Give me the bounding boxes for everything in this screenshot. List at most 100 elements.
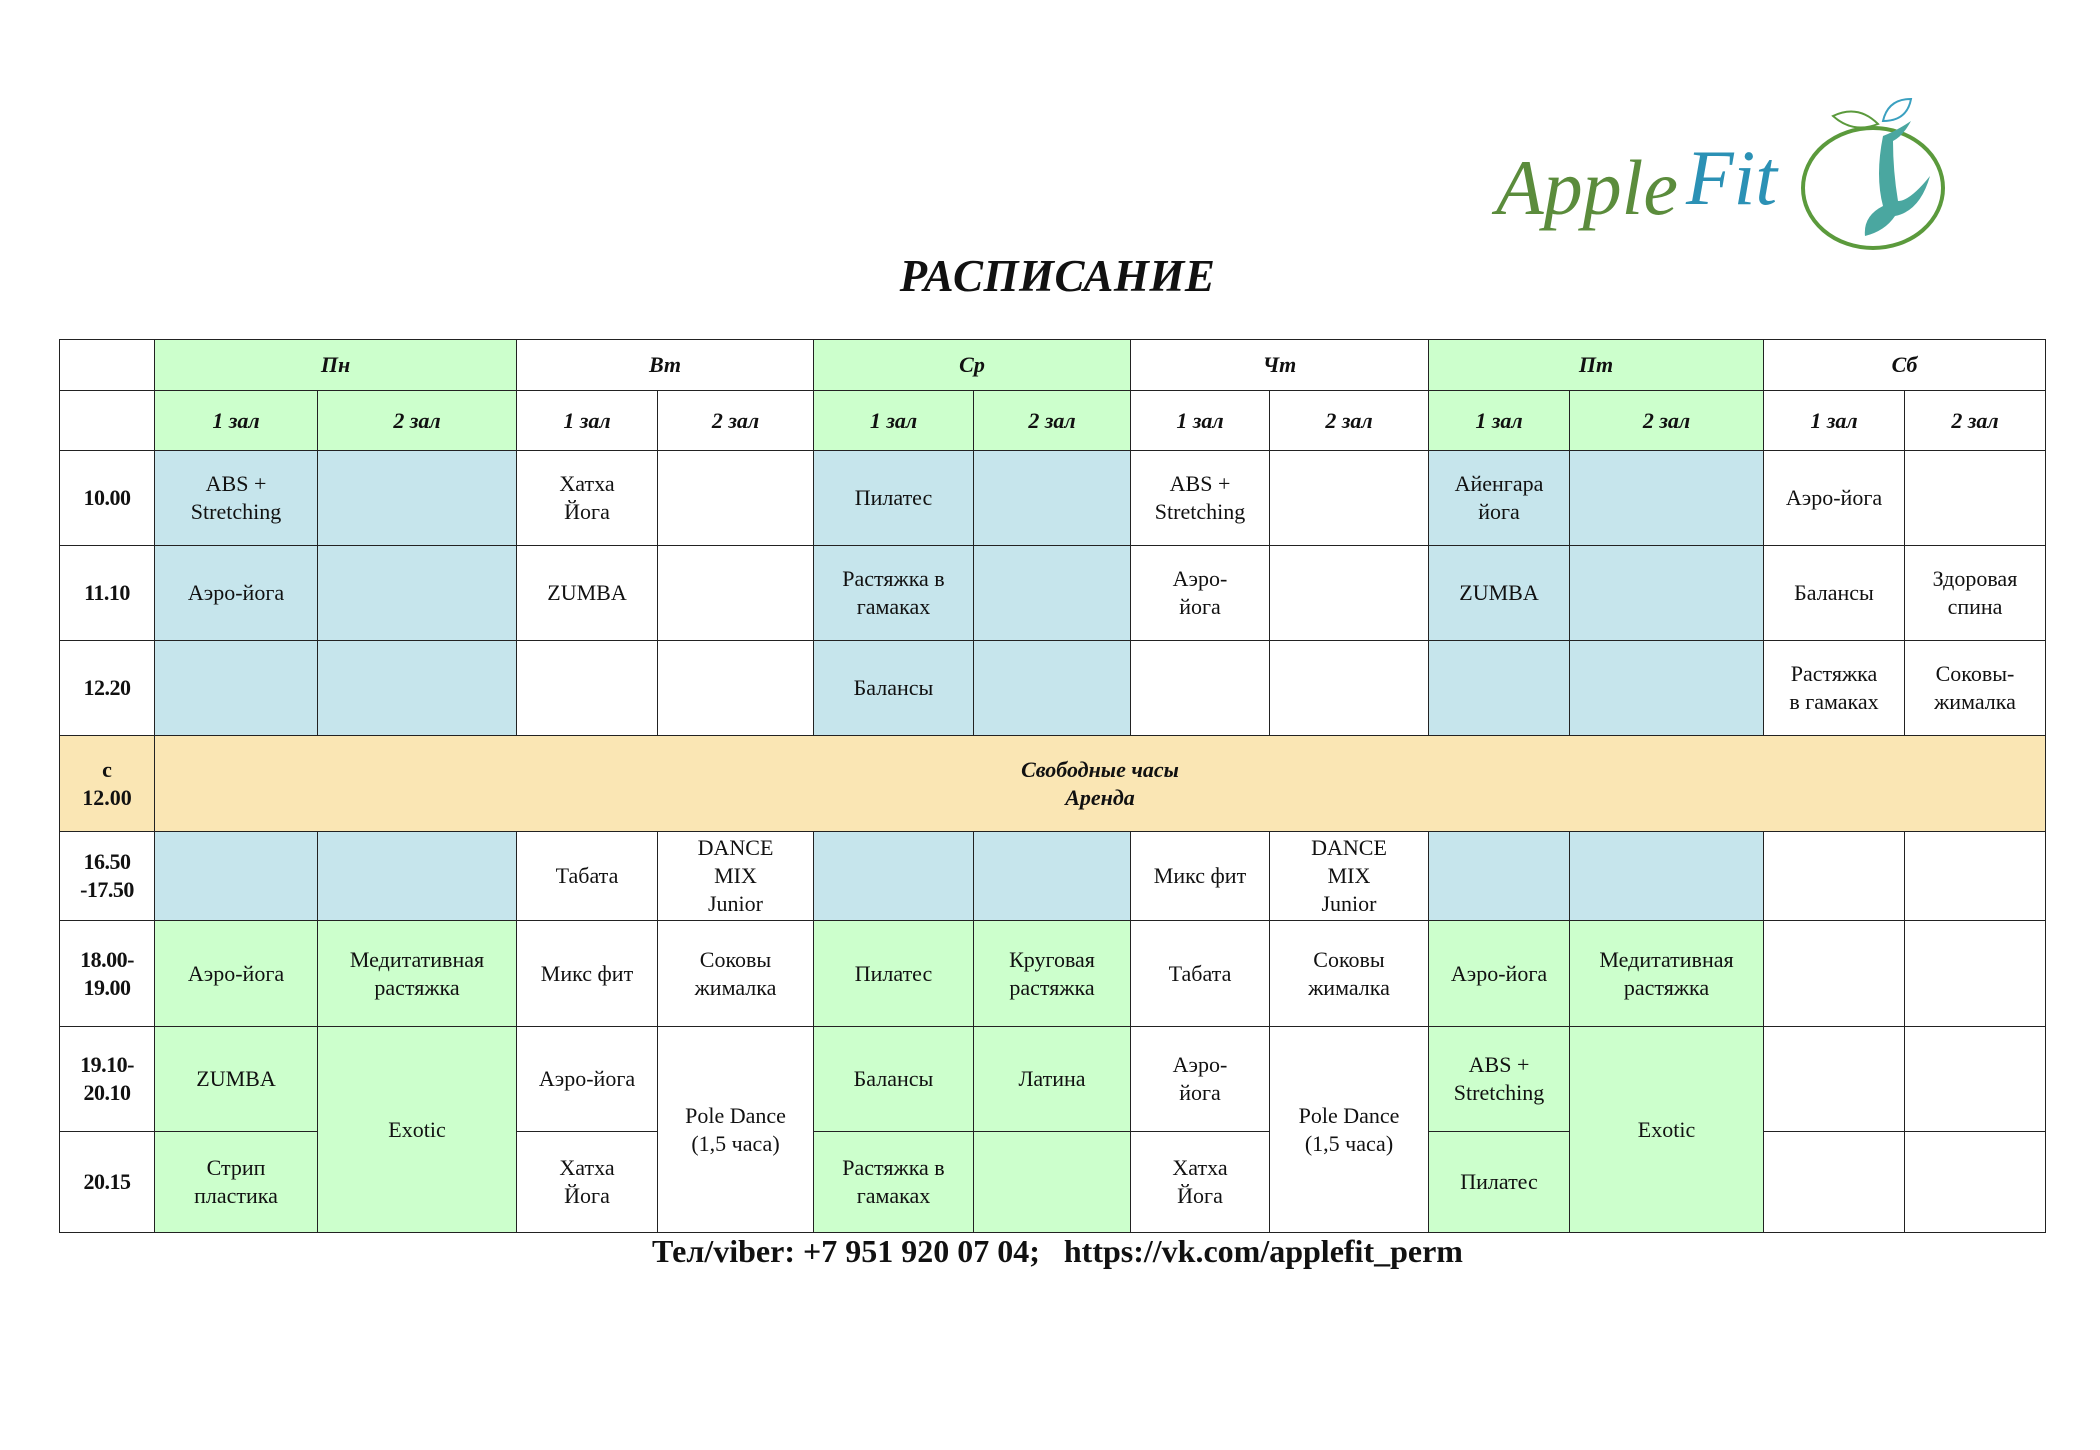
class-cell bbox=[1904, 1131, 2046, 1233]
class-cell bbox=[317, 450, 517, 546]
class-cell bbox=[657, 450, 814, 546]
class-cell: Медитативная растяжка bbox=[317, 920, 517, 1027]
class-cell: Аэро-йога bbox=[154, 545, 318, 641]
hall-header: 2 зал bbox=[1269, 390, 1429, 451]
class-cell bbox=[1569, 831, 1764, 921]
class-cell: Pole Dance (1,5 часа) bbox=[657, 1026, 814, 1233]
class-cell bbox=[1763, 1131, 1905, 1233]
class-cell: Круговая растяжка bbox=[973, 920, 1131, 1027]
svg-text:Fit: Fit bbox=[1685, 134, 1779, 221]
class-cell: Пилатес bbox=[813, 920, 974, 1027]
class-cell: ZUMBA bbox=[516, 545, 658, 641]
class-cell: Пилатес bbox=[813, 450, 974, 546]
class-cell: ZUMBA bbox=[1428, 545, 1570, 641]
hall-header: 1 зал bbox=[1763, 390, 1905, 451]
class-cell: Стрип пластика bbox=[154, 1131, 318, 1233]
hall-header: 2 зал bbox=[657, 390, 814, 451]
class-cell bbox=[1763, 1026, 1905, 1132]
day-header: Пт bbox=[1428, 339, 1764, 391]
class-cell: Pole Dance (1,5 часа) bbox=[1269, 1026, 1429, 1233]
class-cell: Табата bbox=[516, 831, 658, 921]
class-cell bbox=[317, 545, 517, 641]
time-cell: 16.50 -17.50 bbox=[59, 831, 155, 921]
class-cell bbox=[1269, 545, 1429, 641]
hall-header: 2 зал bbox=[317, 390, 517, 451]
class-cell: Аэро-йога bbox=[516, 1026, 658, 1132]
applefit-logo: Apple Fit bbox=[1488, 96, 1958, 251]
time-cell: 19.10- 20.10 bbox=[59, 1026, 155, 1132]
class-cell: Пилатес bbox=[1428, 1131, 1570, 1233]
class-cell: Соковы- жималка bbox=[1904, 640, 2046, 736]
class-cell bbox=[973, 640, 1131, 736]
class-cell: Балансы bbox=[813, 1026, 974, 1132]
class-cell: Аэро- йога bbox=[1130, 545, 1270, 641]
class-cell: Аэро- йога bbox=[1130, 1026, 1270, 1132]
class-cell: Растяжка в гамаках bbox=[813, 545, 974, 641]
class-cell: Здоровая спина bbox=[1904, 545, 2046, 641]
class-cell bbox=[1269, 640, 1429, 736]
class-cell: ABS + Stretching bbox=[1130, 450, 1270, 546]
time-cell: 12.20 bbox=[59, 640, 155, 736]
class-cell: Айенгара йога bbox=[1428, 450, 1570, 546]
hall-header: 1 зал bbox=[154, 390, 318, 451]
day-header: Ср bbox=[813, 339, 1131, 391]
hall-header: 2 зал bbox=[973, 390, 1131, 451]
class-cell: DANCE MIX Junior bbox=[1269, 831, 1429, 921]
hall-header: 2 зал bbox=[1904, 390, 2046, 451]
hall-header: 1 зал bbox=[813, 390, 974, 451]
class-cell bbox=[1569, 640, 1764, 736]
class-cell bbox=[1428, 831, 1570, 921]
class-cell bbox=[657, 545, 814, 641]
class-cell: Латина bbox=[973, 1026, 1131, 1132]
day-header: Пн bbox=[154, 339, 517, 391]
class-cell bbox=[1269, 450, 1429, 546]
corner-cell bbox=[59, 339, 155, 391]
class-cell bbox=[1428, 640, 1570, 736]
hall-header: 1 зал bbox=[516, 390, 658, 451]
day-header: Сб bbox=[1763, 339, 2046, 391]
class-cell bbox=[813, 831, 974, 921]
class-cell: Exotic bbox=[317, 1026, 517, 1233]
class-cell: Хатха Йога bbox=[516, 450, 658, 546]
class-cell: ZUMBA bbox=[154, 1026, 318, 1132]
class-cell: Растяжка в гамаках bbox=[813, 1131, 974, 1233]
class-cell: Хатха Йога bbox=[516, 1131, 658, 1233]
class-cell bbox=[973, 831, 1131, 921]
class-cell: Exotic bbox=[1569, 1026, 1764, 1233]
hall-header: 2 зал bbox=[1569, 390, 1764, 451]
class-cell: Соковы жималка bbox=[657, 920, 814, 1027]
class-cell bbox=[1904, 1026, 2046, 1132]
class-cell: Балансы bbox=[813, 640, 974, 736]
class-cell: ABS + Stretching bbox=[154, 450, 318, 546]
day-header: Чт bbox=[1130, 339, 1429, 391]
time-cell: 20.15 bbox=[59, 1131, 155, 1233]
class-cell bbox=[973, 545, 1131, 641]
class-cell: Табата bbox=[1130, 920, 1270, 1027]
class-cell bbox=[516, 640, 658, 736]
class-cell bbox=[973, 450, 1131, 546]
class-cell bbox=[1904, 831, 2046, 921]
class-cell bbox=[973, 1131, 1131, 1233]
class-cell bbox=[657, 640, 814, 736]
time-cell: 10.00 bbox=[59, 450, 155, 546]
time-cell: 11.10 bbox=[59, 545, 155, 641]
free-hours-banner: Свободные часы Аренда bbox=[154, 735, 2046, 832]
class-cell bbox=[1569, 450, 1764, 546]
class-cell: Аэро-йога bbox=[154, 920, 318, 1027]
class-cell: ABS + Stretching bbox=[1428, 1026, 1570, 1132]
class-cell: Аэро-йога bbox=[1428, 920, 1570, 1027]
class-cell bbox=[1904, 920, 2046, 1027]
class-cell bbox=[317, 640, 517, 736]
svg-text:Apple: Apple bbox=[1491, 144, 1678, 231]
class-cell: Хатха Йога bbox=[1130, 1131, 1270, 1233]
time-cell: 18.00- 19.00 bbox=[59, 920, 155, 1027]
hall-header: 1 зал bbox=[1130, 390, 1270, 451]
page-title: РАСПИСАНИЕ bbox=[899, 251, 1216, 301]
class-cell bbox=[154, 831, 318, 921]
class-cell bbox=[317, 831, 517, 921]
class-cell: Растяжка в гамаках bbox=[1763, 640, 1905, 736]
class-cell bbox=[1763, 831, 1905, 921]
class-cell: Соковы жималка bbox=[1269, 920, 1429, 1027]
class-cell bbox=[154, 640, 318, 736]
contact-footer: Тел/viber: +7 951 920 07 04; https://vk.… bbox=[652, 1233, 1463, 1269]
